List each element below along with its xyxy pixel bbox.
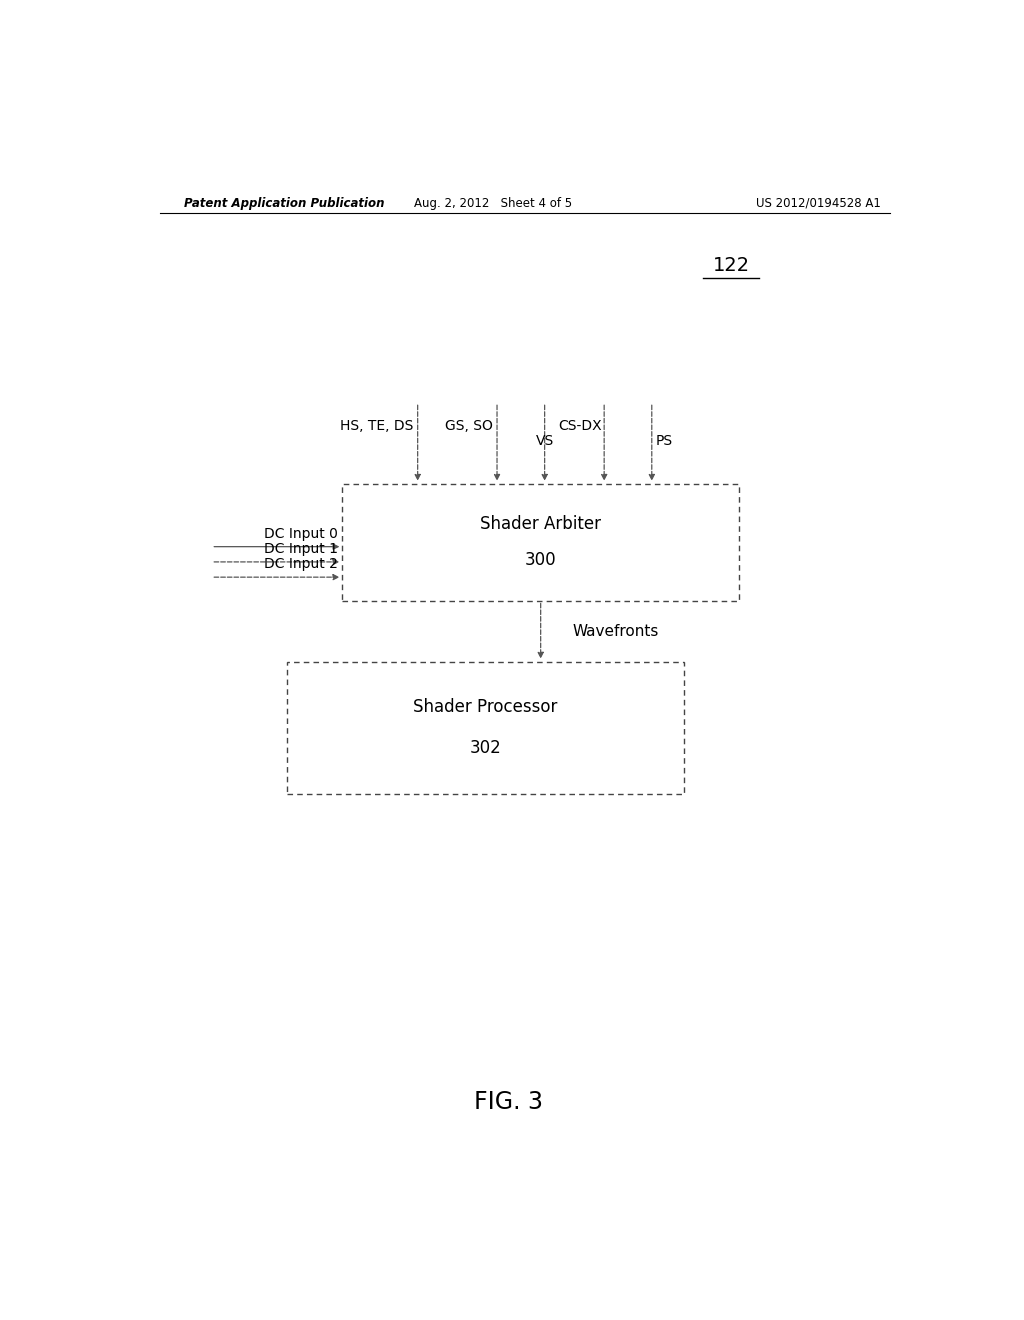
Text: 300: 300 bbox=[525, 552, 556, 569]
FancyBboxPatch shape bbox=[287, 661, 684, 793]
Text: GS, SO: GS, SO bbox=[445, 418, 494, 433]
Text: Shader Processor: Shader Processor bbox=[413, 698, 557, 717]
Text: 302: 302 bbox=[469, 739, 501, 756]
Text: CS-DX: CS-DX bbox=[558, 418, 602, 433]
Text: PS: PS bbox=[655, 434, 673, 447]
Text: Wavefronts: Wavefronts bbox=[572, 623, 658, 639]
Text: VS: VS bbox=[536, 434, 554, 447]
Text: Patent Application Publication: Patent Application Publication bbox=[183, 197, 384, 210]
Text: DC Input 0: DC Input 0 bbox=[264, 527, 338, 541]
Text: Aug. 2, 2012   Sheet 4 of 5: Aug. 2, 2012 Sheet 4 of 5 bbox=[414, 197, 572, 210]
Text: 122: 122 bbox=[713, 256, 750, 275]
Text: HS, TE, DS: HS, TE, DS bbox=[340, 418, 414, 433]
FancyBboxPatch shape bbox=[342, 483, 739, 601]
Text: DC Input 1: DC Input 1 bbox=[264, 541, 338, 556]
Text: FIG. 3: FIG. 3 bbox=[474, 1089, 544, 1114]
Text: Shader Arbiter: Shader Arbiter bbox=[480, 515, 601, 533]
Text: DC Input 2: DC Input 2 bbox=[264, 557, 338, 572]
Text: US 2012/0194528 A1: US 2012/0194528 A1 bbox=[756, 197, 881, 210]
